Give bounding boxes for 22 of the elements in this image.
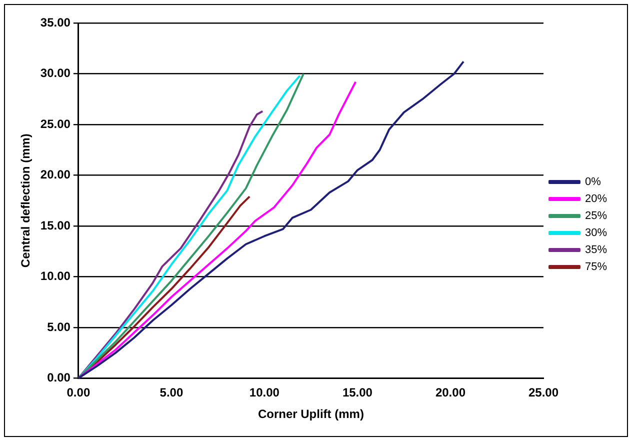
- legend-label: 30%: [584, 227, 608, 240]
- y-tick-label: 20.00: [40, 168, 71, 182]
- x-tick-label: 0.00: [66, 386, 90, 400]
- x-tick-label: 25.00: [528, 386, 559, 400]
- x-axis-title: Corner Uplift (mm): [258, 407, 364, 422]
- x-tick-label: 10.00: [249, 386, 280, 400]
- y-axis-title: Central deflection (mm): [18, 134, 33, 268]
- legend-label: 35%: [584, 244, 608, 256]
- legend-label: 25%: [584, 210, 608, 222]
- legend-label: 75%: [584, 261, 608, 274]
- y-tick-label: 5.00: [47, 320, 71, 334]
- y-tick-label: 25.00: [40, 116, 71, 131]
- x-tick-label: 5.00: [160, 386, 184, 400]
- legend-label: 20%: [584, 193, 608, 206]
- y-tick-label: 30.00: [40, 66, 71, 80]
- y-tick-label: 15.00: [40, 218, 71, 232]
- y-tick-label: 0.00: [47, 370, 71, 385]
- x-tick-label: 20.00: [435, 386, 466, 400]
- legend-label: 0%: [584, 176, 602, 188]
- y-tick-label: 35.00: [40, 15, 71, 30]
- y-tick-label: 10.00: [40, 269, 71, 284]
- x-tick-label: 15.00: [342, 386, 373, 400]
